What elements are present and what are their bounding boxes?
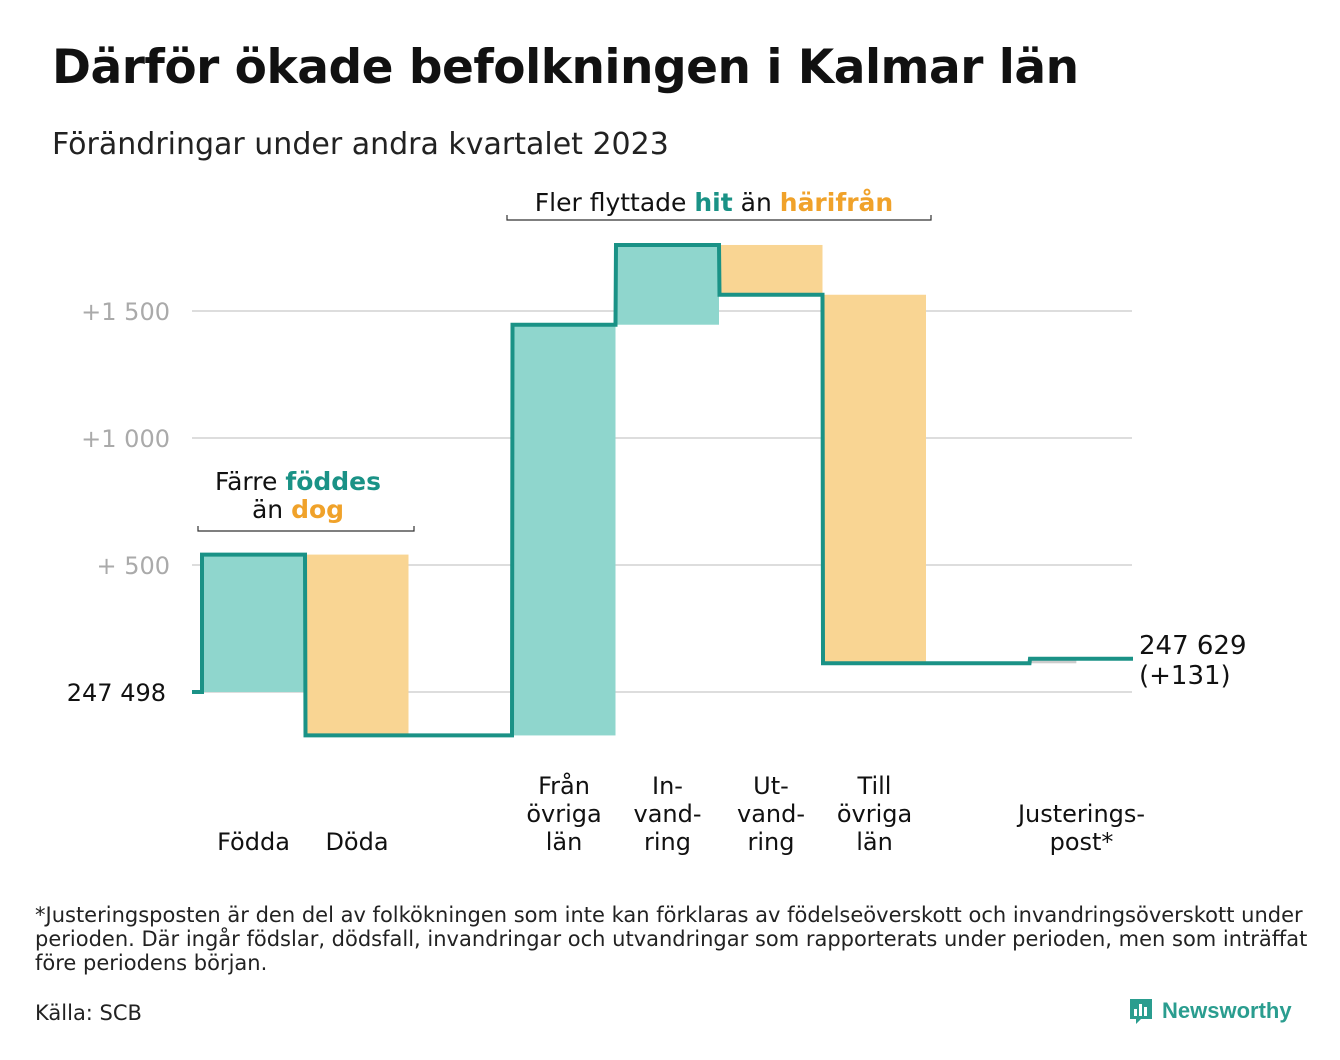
bar-increase xyxy=(616,244,719,325)
y-tick-label: + 500 xyxy=(96,552,170,580)
bar-increase xyxy=(202,554,305,692)
footnote: *Justeringsposten är den del av folkökni… xyxy=(35,903,1308,975)
category-label: Döda xyxy=(325,828,388,856)
annotation-births: Färre föddes xyxy=(215,467,381,496)
category-label: län xyxy=(856,828,893,856)
y-tick-label: +1 500 xyxy=(81,298,170,326)
running-total-line xyxy=(192,242,1133,738)
chart-subtitle: Förändringar under andra kvartalet 2023 xyxy=(52,127,669,162)
category-label: In- xyxy=(652,772,683,800)
category-label: ring xyxy=(748,828,795,856)
category-label: övriga xyxy=(837,800,912,828)
annotation-bracket-migration xyxy=(506,215,932,221)
bar-decrease xyxy=(719,244,823,295)
category-label: vand- xyxy=(737,800,805,828)
bar-increase xyxy=(512,324,616,736)
bar-chart-speech-bubble-icon xyxy=(1130,999,1152,1024)
category-label: post* xyxy=(1050,828,1114,856)
category-label: Födda xyxy=(217,828,290,856)
y-tick-label: +1 000 xyxy=(81,425,170,453)
category-label: Från xyxy=(538,771,590,800)
annotation-bracket-births xyxy=(197,526,415,532)
annotation-migration: Fler flyttade hit än härifrån xyxy=(535,188,893,217)
end-change-label: (+131) xyxy=(1139,661,1231,691)
baseline-label: 247 498 xyxy=(67,679,166,707)
chart-title: Därför ökade befolkningen i Kalmar län xyxy=(52,40,1079,95)
logo-text: Newsworthy xyxy=(1162,998,1292,1023)
category-label: Justerings- xyxy=(1016,800,1145,828)
bar-decrease xyxy=(823,294,926,664)
running-total-path xyxy=(192,242,1133,738)
source-credit: Källa: SCB xyxy=(35,1001,142,1025)
bar-decrease xyxy=(305,554,409,736)
category-label: vand- xyxy=(633,800,701,828)
category-label: övriga xyxy=(526,800,601,828)
waterfall-bars xyxy=(202,244,1077,736)
end-value-label: 247 629 xyxy=(1139,631,1247,661)
category-label: Ut- xyxy=(753,772,789,800)
bar-adjustment xyxy=(1030,658,1077,664)
category-label: Till xyxy=(857,772,892,800)
category-label: län xyxy=(546,828,583,856)
annotation-deaths: än dog xyxy=(252,495,344,524)
category-label: ring xyxy=(644,828,691,856)
newsworthy-logo[interactable]: Newsworthy xyxy=(1128,996,1292,1026)
